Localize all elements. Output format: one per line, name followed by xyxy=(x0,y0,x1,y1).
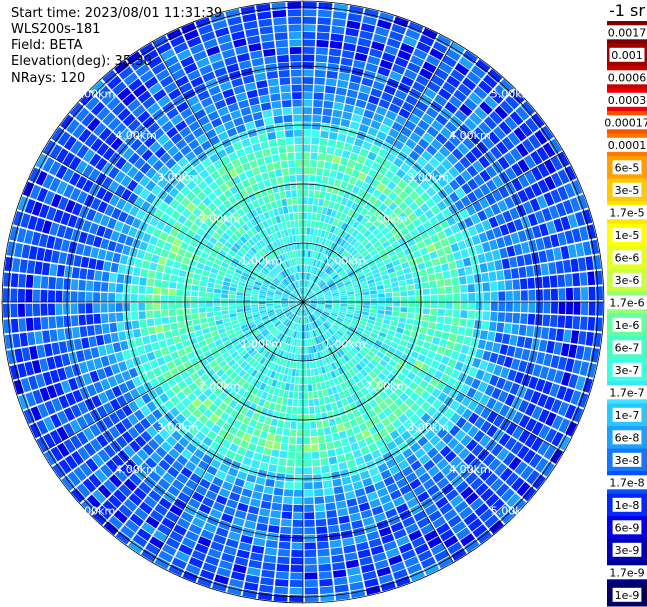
range-ring-label: 2.00km xyxy=(199,213,241,226)
range-ring-label: 3.00km xyxy=(407,171,449,184)
colorbar-label: 1e-7 xyxy=(615,409,640,422)
radial-spoke xyxy=(42,151,304,303)
range-ring-label: 4.00km xyxy=(115,129,157,142)
range-ring-label: 5.00km xyxy=(74,87,116,100)
radial-spoke xyxy=(302,301,454,563)
colorbar-label: 1e-9 xyxy=(615,589,640,602)
range-ring-label: 2.00km xyxy=(366,213,408,226)
colorbar-label: 1e-8 xyxy=(615,499,640,512)
colorbar-label: 1.7e-8 xyxy=(609,476,644,489)
range-ring-label: 4.00km xyxy=(449,463,491,476)
range-ring-label: 5.00km xyxy=(491,87,533,100)
colorbar-label: 0.00017 xyxy=(604,116,647,129)
range-ring-label: 2.00km xyxy=(366,379,408,392)
colorbar-label: 3e-7 xyxy=(615,364,640,377)
start-time-label: Start time: 2023/08/01 11:31:39 xyxy=(11,6,223,21)
colorbar-label: 0.0003 xyxy=(608,94,647,107)
colorbar-label: 3e-6 xyxy=(615,274,640,287)
colorbar-title: -1 sr xyxy=(609,1,645,20)
range-ring-label: 1.00km xyxy=(241,254,283,267)
range-ring-label: 3.00km xyxy=(157,171,199,184)
colorbar-label: 0.0017 xyxy=(608,26,647,39)
colorbar-label: 0.0001 xyxy=(608,139,647,152)
field-label: Field: BETA xyxy=(11,38,83,53)
radial-spoke xyxy=(42,301,304,453)
range-ring-label: 1.00km xyxy=(241,338,283,351)
colorbar: 0.0017 0.001 0.0006 0.0003 0.00017 0.0001 6e-5… xyxy=(603,1,647,607)
colorbar-label: 6e-7 xyxy=(615,341,640,354)
radial-spoke xyxy=(302,301,564,453)
instrument-label: WLS200s-181 xyxy=(11,22,101,37)
elevation-label: Elevation(deg): 35.30 xyxy=(11,54,152,69)
colorbar-label: 0.0006 xyxy=(608,71,647,84)
beta-field xyxy=(2,1,604,603)
colorbar-label: 1.7e-5 xyxy=(609,206,644,219)
radial-spoke xyxy=(302,41,454,303)
colorbar-label: 1.7e-6 xyxy=(609,296,644,309)
colorbar-label: 1e-5 xyxy=(615,229,640,242)
colorbar-label: 3e-9 xyxy=(615,544,640,557)
radial-spoke xyxy=(302,151,564,303)
colorbar-label: 0.001 xyxy=(611,49,643,62)
colorbar-label: 3e-8 xyxy=(615,454,640,467)
colorbar-label: 3e-5 xyxy=(615,184,640,197)
colorbar-label: 6e-9 xyxy=(615,521,640,534)
colorbar-label: 1.7e-9 xyxy=(609,566,644,579)
range-ring-label: 3.00km xyxy=(157,421,199,434)
range-ring-label: 1.00km xyxy=(324,338,366,351)
range-ring-label: 4.00km xyxy=(449,129,491,142)
range-ring-label: 1.00km xyxy=(324,254,366,267)
range-ring-label: 4.00km xyxy=(115,463,157,476)
colorbar-label: 1.7e-7 xyxy=(609,386,644,399)
range-ring-label: 2.00km xyxy=(199,379,241,392)
range-ring-label: 5.00km xyxy=(74,505,116,518)
range-ring-label: 5.00km xyxy=(491,505,533,518)
colorbar-label: 6e-6 xyxy=(615,251,640,264)
radial-spoke xyxy=(152,41,304,303)
colorbar-label: 1e-6 xyxy=(615,319,640,332)
radial-spoke xyxy=(152,301,304,563)
colorbar-label: 6e-8 xyxy=(615,431,640,444)
range-ring-label: 3.00km xyxy=(407,421,449,434)
colorbar-label: 6e-5 xyxy=(615,161,640,174)
nrays-label: NRays: 120 xyxy=(11,71,86,86)
